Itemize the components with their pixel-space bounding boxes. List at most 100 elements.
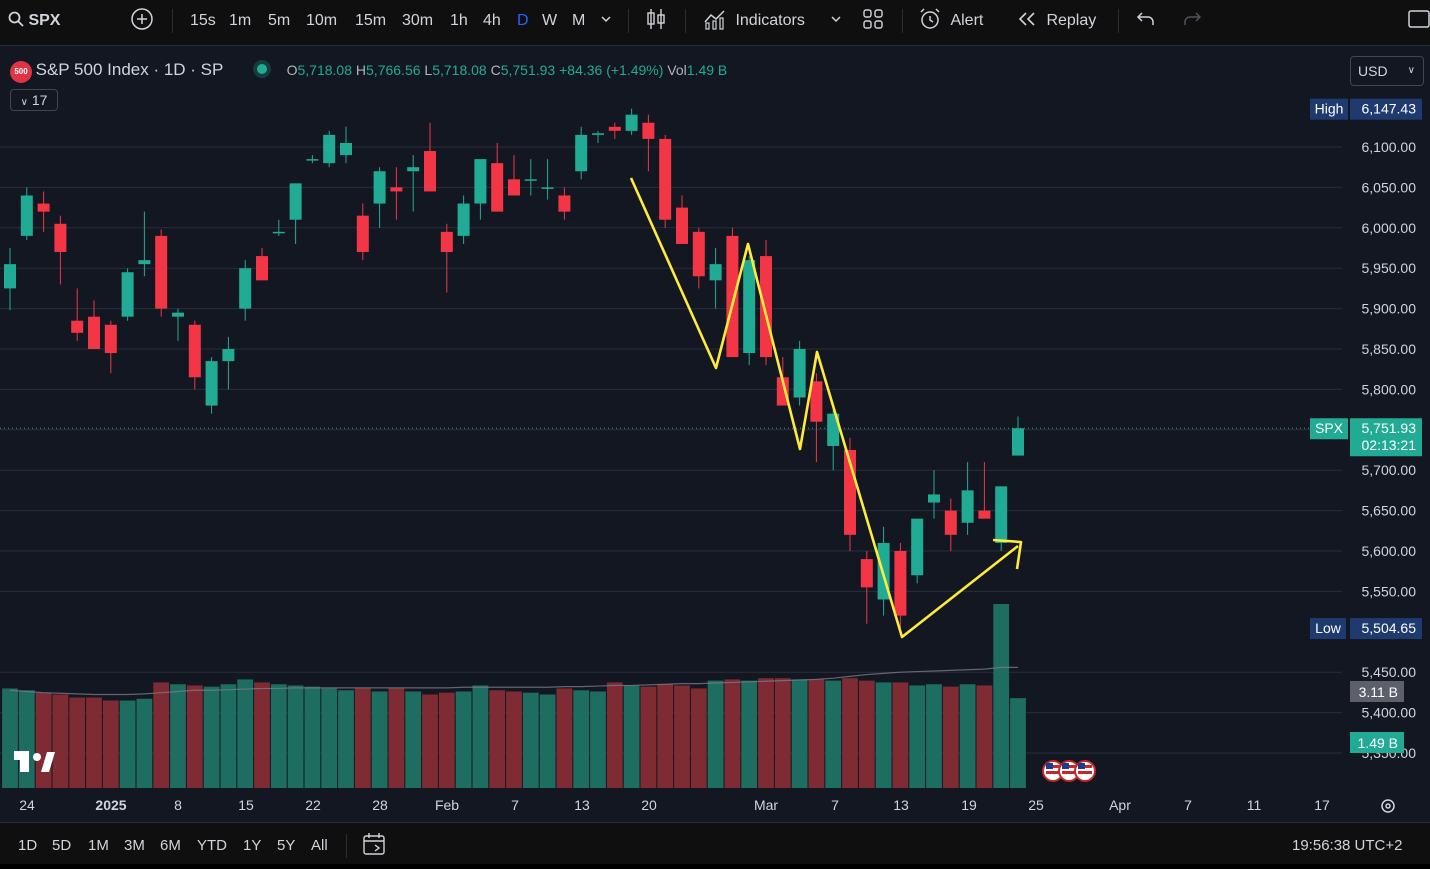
interval-10m[interactable]: 10m — [306, 12, 338, 29]
interval-m[interactable]: M — [572, 12, 586, 29]
candle-body — [222, 349, 235, 362]
fullscreen-button[interactable] — [1406, 0, 1430, 42]
price-chart[interactable]: 6,100.00 6,050.00 6,000.00 5,950.00 5,900.00… — [0, 46, 1430, 822]
low-price-value-bg — [1350, 618, 1422, 640]
volume-bar — [909, 685, 926, 788]
price-tick-label: 6,050.00 — [1362, 179, 1417, 195]
volume-bar — [254, 682, 270, 788]
alert-label: Alert — [950, 12, 984, 29]
volume-label: Vol — [667, 62, 687, 78]
candle-body — [928, 494, 940, 503]
currency-select[interactable]: USD ∨ — [1350, 56, 1424, 86]
interval-w[interactable]: W — [542, 12, 558, 29]
volume-bar — [758, 678, 774, 788]
interval-dropdown[interactable] — [600, 0, 612, 42]
candle-body — [860, 559, 873, 588]
volume-bar — [220, 684, 237, 788]
interval-4h[interactable]: 4h — [483, 12, 501, 29]
compare-symbol-button[interactable] — [130, 0, 154, 42]
gear-icon[interactable] — [1381, 799, 1395, 813]
replay-button[interactable]: Replay — [1016, 0, 1096, 42]
volume-bar — [52, 694, 69, 788]
indicators-collapse-button[interactable]: ∨ 17 — [10, 89, 58, 111]
volume-tag-bg — [1350, 732, 1404, 753]
volume-bar — [405, 691, 422, 788]
volume-bar — [455, 691, 472, 788]
toolbar-divider — [628, 9, 629, 33]
open-value: 5,718.08 — [297, 62, 353, 78]
us-flag-event-icon[interactable] — [1074, 760, 1096, 782]
range-1y[interactable]: 1Y — [243, 837, 262, 854]
volume-value: 1.49 B — [686, 62, 728, 78]
alert-button[interactable]: Alert — [918, 0, 983, 42]
indicators-dropdown[interactable] — [830, 0, 842, 42]
range-1d[interactable]: 1D — [18, 837, 38, 854]
clock-time[interactable]: 19:56:38 UTC+2 — [1292, 837, 1403, 854]
layouts-button[interactable] — [862, 0, 884, 42]
volume-bar — [270, 684, 287, 788]
volume-bar — [153, 682, 170, 788]
range-3m[interactable]: 3M — [124, 837, 145, 854]
candle-body — [810, 381, 823, 422]
volume-bar — [556, 688, 573, 788]
range-all[interactable]: All — [311, 837, 328, 854]
us-flag-event-icon[interactable] — [1058, 760, 1080, 782]
volume-ma-line — [9, 666, 1018, 696]
price-tick-label: 5,900.00 — [1362, 301, 1417, 317]
open-label: O — [286, 62, 298, 78]
volume-bar — [674, 685, 690, 788]
range-ytd[interactable]: YTD — [197, 837, 227, 854]
symbol-title[interactable]: S&P 500 Index · 1D · SP — [35, 60, 224, 79]
logo-part — [33, 753, 41, 761]
price-tick-label: 5,450.00 — [1362, 664, 1417, 680]
close-value: 5,751.93 — [500, 62, 556, 78]
interval-d[interactable]: D — [517, 12, 529, 29]
high-price-value-bg — [1350, 98, 1422, 120]
volume-value: 1.49 B — [1358, 735, 1398, 751]
interval-1m[interactable]: 1m — [229, 12, 252, 29]
candle-body — [1012, 428, 1024, 456]
top-toolbar: SPX 15s 1m 5m 10m 15m 30m 1h 4h D W M In… — [0, 0, 1430, 46]
flag-stripe — [1062, 771, 1076, 774]
range-5d[interactable]: 5D — [52, 837, 72, 854]
interval-5m[interactable]: 5m — [268, 12, 291, 29]
range-6m[interactable]: 6M — [160, 837, 181, 854]
range-5y[interactable]: 5Y — [277, 837, 296, 854]
high-price-value: 6,147.43 — [1362, 101, 1417, 117]
candle-body — [726, 235, 739, 358]
volume-bar — [119, 700, 136, 788]
chevron-down-icon — [601, 16, 611, 23]
time-tick-label: 2025 — [95, 797, 126, 813]
range-1m[interactable]: 1M — [88, 837, 109, 854]
us-flag-event-icon[interactable] — [1042, 760, 1064, 782]
volume-bar — [472, 685, 489, 788]
chart-area[interactable]: 6,100.00 6,050.00 6,000.00 5,950.00 5,900.00… — [0, 46, 1430, 822]
interval-30m[interactable]: 30m — [402, 12, 434, 29]
candle-body — [743, 260, 756, 354]
volume-bar — [86, 697, 102, 788]
volume-bar — [539, 694, 556, 788]
time-tick-label: Feb — [435, 797, 459, 813]
redo-button[interactable] — [1182, 0, 1202, 42]
volume-bar — [321, 688, 338, 788]
volume-bar — [724, 679, 741, 788]
calendar-icon — [363, 833, 385, 855]
interval-1h[interactable]: 1h — [450, 12, 468, 29]
candle-body — [256, 256, 268, 281]
rewind-icon — [1018, 12, 1035, 26]
goto-date-button[interactable] — [362, 823, 386, 865]
interval-15m[interactable]: 15m — [355, 12, 387, 29]
candle-body — [407, 167, 420, 172]
symbol-search[interactable]: SPX — [8, 0, 60, 42]
candle-body — [793, 349, 806, 398]
volume-bar — [640, 686, 657, 788]
volume-bar — [825, 680, 842, 788]
candle-body — [373, 171, 386, 204]
chart-type-button[interactable] — [645, 0, 667, 42]
price-tick-label: 5,700.00 — [1362, 462, 1417, 478]
indicators-button[interactable]: Indicators — [703, 0, 805, 42]
interval-15s[interactable]: 15s — [190, 12, 216, 29]
volume-bar — [774, 678, 791, 788]
volume-ma-tag-bg — [1350, 681, 1404, 702]
undo-button[interactable] — [1136, 0, 1156, 42]
